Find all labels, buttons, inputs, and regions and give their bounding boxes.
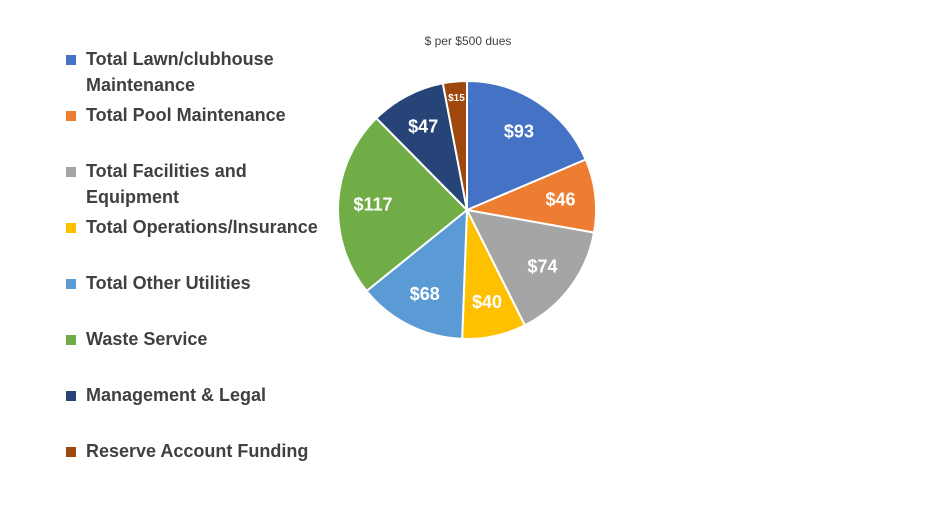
chart-title: $ per $500 dues (424, 34, 512, 48)
slice-data-label: $47 (408, 117, 438, 137)
legend-swatch (66, 223, 76, 233)
legend-swatch (66, 167, 76, 177)
legend-item: Management & Legal (66, 382, 346, 408)
pie-slice (365, 207, 469, 340)
slice-data-label: $40 (472, 292, 502, 312)
legend-item: Total Facilities and Equipment (66, 158, 346, 210)
pie-slice (466, 79, 588, 212)
legend-label: Total Other Utilities (86, 273, 251, 293)
legend-label: Reserve Account Funding (86, 441, 309, 461)
legend-label: Total Operations/Insurance (86, 217, 318, 237)
legend-swatch (66, 335, 76, 345)
legend-swatch (66, 279, 76, 289)
legend-item: Total Pool Maintenance (66, 102, 346, 128)
slice-data-label: $46 (546, 189, 576, 209)
legend-item: Waste Service (66, 326, 346, 352)
legend-label: Total Lawn/clubhouse Maintenance (86, 49, 274, 95)
slice-data-label: $117 (353, 195, 392, 215)
legend-label: Waste Service (86, 329, 208, 349)
slice-data-label: $74 (527, 256, 557, 276)
legend-label: Total Facilities and Equipment (86, 161, 247, 207)
legend-swatch (66, 111, 76, 121)
pie-slice (337, 116, 469, 293)
legend-label: Total Pool Maintenance (86, 105, 286, 125)
legend-label: Management & Legal (86, 385, 267, 405)
pie-slice (374, 82, 469, 214)
pie-slice (441, 79, 468, 211)
legend-swatch (66, 55, 76, 65)
legend-swatch (66, 391, 76, 401)
slice-data-label: $15 (448, 93, 465, 104)
slice-data-label: $93 (504, 121, 534, 141)
legend-item: Total Lawn/clubhouse Maintenance (66, 46, 346, 98)
slice-data-label: $68 (410, 284, 440, 304)
legend-swatch (66, 447, 76, 457)
pie-slice (465, 208, 596, 327)
legend-item: Total Other Utilities (66, 270, 346, 296)
legend-item: Total Operations/Insurance (66, 214, 346, 240)
legend-item: Reserve Account Funding (66, 438, 346, 464)
